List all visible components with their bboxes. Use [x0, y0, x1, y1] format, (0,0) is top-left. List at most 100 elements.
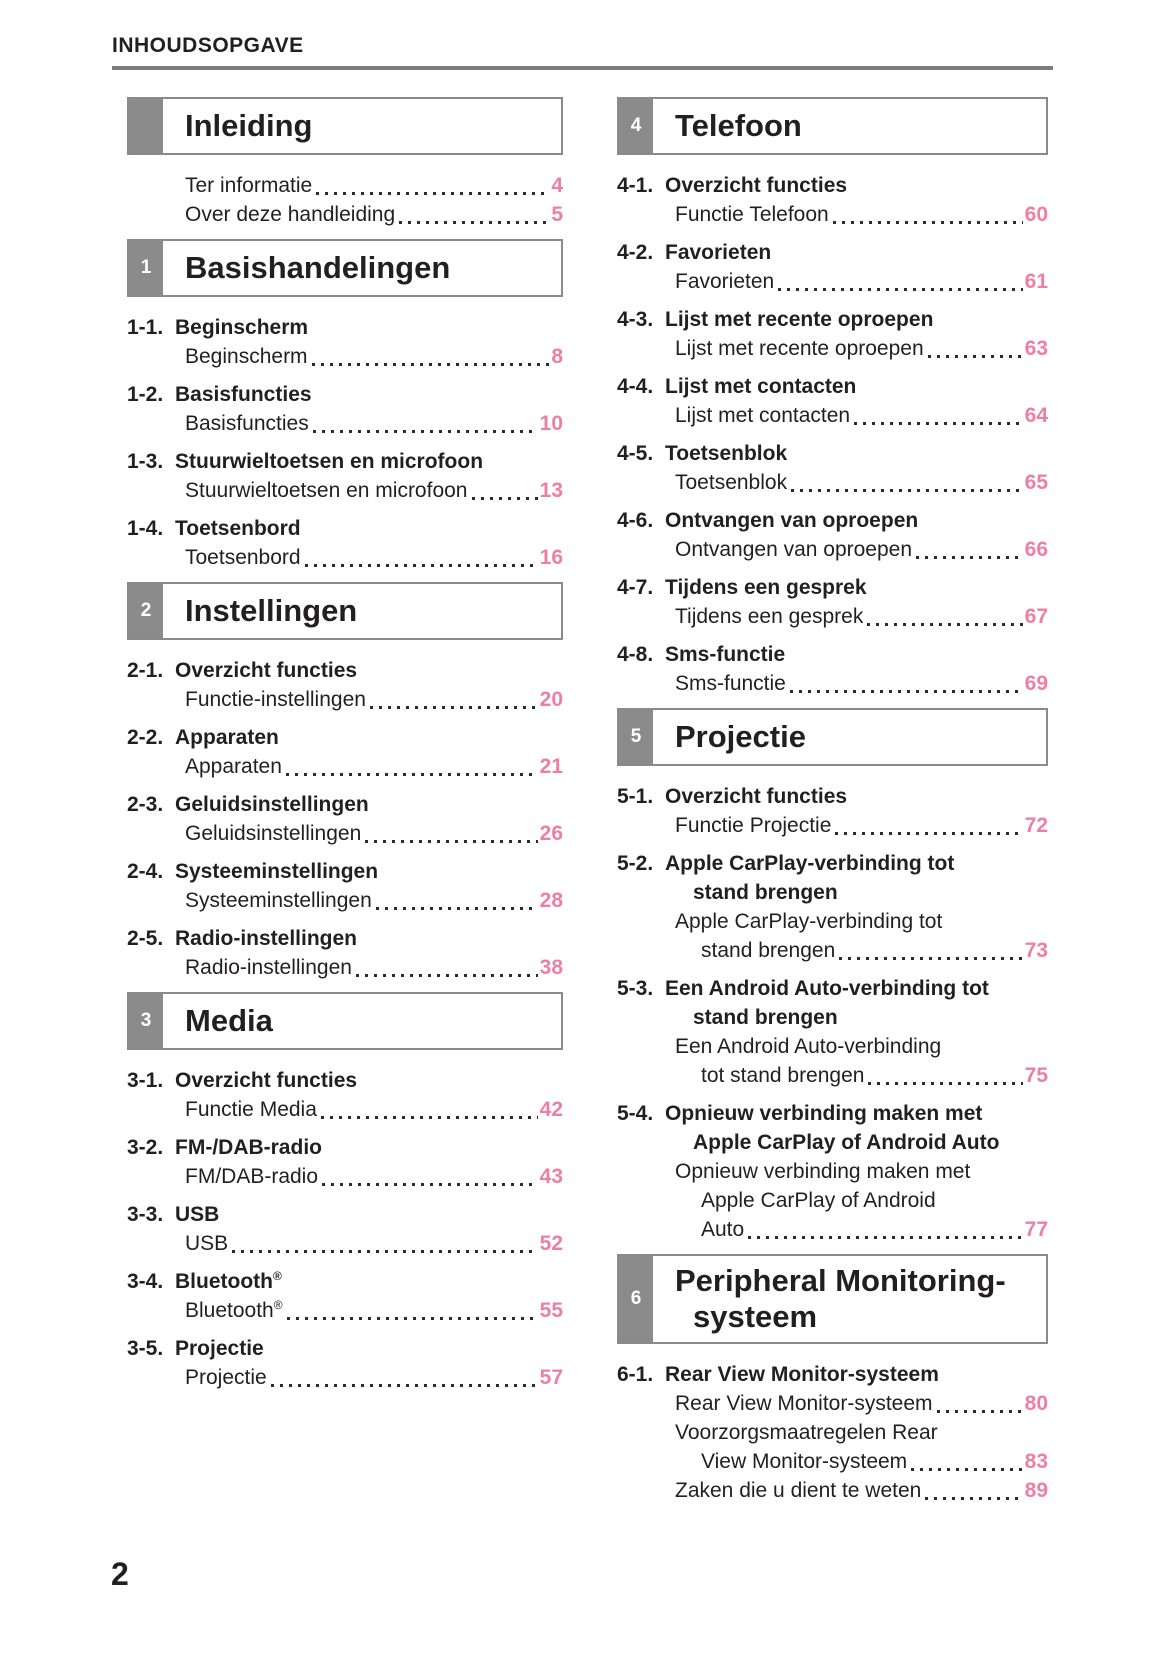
item-heading-text: Ontvangen van oproepen	[665, 509, 919, 532]
dot-leader	[286, 1317, 538, 1320]
toc-entry-line: tot stand brengen 75	[617, 1061, 1048, 1090]
section-tab-number: 6	[619, 1256, 653, 1342]
toc-entry-line: Geluidsinstellingen 26	[127, 819, 563, 848]
toc-page-number: 89	[1024, 1479, 1048, 1502]
item-heading-number: 2-1.	[127, 659, 164, 682]
item-heading-number: 1-3.	[127, 450, 164, 473]
item-heading-number: 2-2.	[127, 726, 164, 749]
item-heading: 3-3. USB	[127, 1200, 563, 1229]
item-heading-text: Bluetooth®	[175, 1269, 282, 1293]
toc-entry-text: Ter informatie	[185, 174, 313, 197]
toc-entry-text: Favorieten	[675, 270, 775, 293]
toc-item: 1-4. Toetsenbord Toetsenbord 16	[127, 514, 563, 572]
toc-entry-text: Radio-instellingen	[185, 956, 352, 979]
toc-page-number: 38	[539, 956, 563, 979]
toc-entry-line: Projectie 57	[127, 1363, 563, 1392]
toc-item: 5-4. Opnieuw verbinding maken met Apple Ca…	[617, 1099, 1048, 1244]
section-header-box: 3 Media	[127, 992, 563, 1050]
section-title: Instellingen	[163, 584, 561, 638]
toc-item: 2-2. Apparaten Apparaten 21	[127, 723, 563, 781]
item-heading: 4-8. Sms-functie	[617, 640, 1048, 669]
registered-mark: ®	[272, 1269, 282, 1283]
header-divider	[112, 66, 1053, 70]
item-heading-text: Basisfuncties	[175, 383, 312, 406]
item-heading: 2-4. Systeeminstellingen	[127, 857, 563, 886]
dot-leader	[789, 690, 1023, 693]
toc-column-left: Inleiding Ter informatie 4 Over deze handle…	[127, 97, 563, 1401]
toc-page-number: 52	[539, 1232, 563, 1255]
item-heading-text: FM-/DAB-radio	[175, 1136, 322, 1159]
toc-page-number: 10	[539, 412, 563, 435]
toc-entry-text: Basisfuncties	[185, 412, 309, 435]
item-heading: 1-2. Basisfuncties	[127, 380, 563, 409]
item-heading-number: 4-3.	[617, 308, 654, 331]
item-heading-text: Sms-functie	[665, 643, 786, 666]
dot-leader	[911, 1468, 1023, 1471]
dot-leader	[925, 1497, 1023, 1500]
section-title-line: Projectie	[675, 719, 806, 754]
toc-page-number: 4	[551, 174, 563, 197]
toc-item: 4-4. Lijst met contacten Lijst met contact…	[617, 372, 1048, 430]
toc-item: 4-2. Favorieten Favorieten 61	[617, 238, 1048, 296]
toc-page-number: 16	[539, 546, 563, 569]
dot-leader	[854, 422, 1023, 425]
toc-entry-line: Tijdens een gesprek 67	[617, 602, 1048, 631]
toc-entry-text: Toetsenblok	[675, 471, 788, 494]
toc-entry-text: Projectie	[185, 1366, 267, 1389]
item-heading-number: 1-2.	[127, 383, 164, 406]
dot-leader	[748, 1236, 1023, 1239]
item-heading-text: Overzicht functies	[665, 174, 848, 197]
toc-entry-text: Apple CarPlay-verbinding tot	[675, 910, 943, 933]
section-title-line: Inleiding	[185, 108, 313, 143]
section-header-box: 4 Telefoon	[617, 97, 1048, 155]
dot-leader	[927, 355, 1023, 358]
page-title: INHOUDSOPGAVE	[112, 34, 304, 57]
toc-entry-line: Auto 77	[617, 1215, 1048, 1244]
toc-entry-line: Zaken die u dient te weten 89	[617, 1476, 1048, 1505]
toc-entry-line: Ter informatie 4	[127, 171, 563, 200]
toc-entry-text: Lijst met contacten	[675, 404, 851, 427]
section-header-box: 2 Instellingen	[127, 582, 563, 640]
section-header-box: 5 Projectie	[617, 708, 1048, 766]
section-title: Media	[163, 994, 561, 1048]
item-heading-text: Overzicht functies	[175, 1069, 358, 1092]
toc-entry-line: Toetsenblok 65	[617, 468, 1048, 497]
dot-leader	[311, 363, 550, 366]
toc-entry-text: Een Android Auto-verbinding	[675, 1035, 942, 1058]
item-heading-number: 4-6.	[617, 509, 654, 532]
item-heading-number: 5-4.	[617, 1102, 654, 1125]
dot-leader	[365, 840, 538, 843]
toc-entry-line: Lijst met recente oproepen 63	[617, 334, 1048, 363]
toc-page-number: 77	[1024, 1218, 1048, 1241]
item-heading: 4-3. Lijst met recente oproepen	[617, 305, 1048, 334]
toc-entry-line: Apple CarPlay-verbinding tot	[617, 907, 1048, 936]
item-heading-text: Radio-instellingen	[175, 927, 358, 950]
item-heading-text: Geluidsinstellingen	[175, 793, 369, 816]
toc-page-number: 73	[1024, 939, 1048, 962]
dot-leader	[471, 497, 538, 500]
section-header-box: 6 Peripheral Monitoring-systeem	[617, 1254, 1048, 1344]
item-heading-number: 4-1.	[617, 174, 654, 197]
toc-entry-line: USB 52	[127, 1229, 563, 1258]
section-title-line: systeem	[693, 1299, 818, 1334]
toc-entry-line: Sms-functie 69	[617, 669, 1048, 698]
toc-entry-line: Basisfuncties 10	[127, 409, 563, 438]
item-heading-number: 4-4.	[617, 375, 654, 398]
item-heading-text: Apple CarPlay-verbinding tot	[665, 852, 955, 875]
toc-entry-line: Functie-instellingen 20	[127, 685, 563, 714]
toc-item: 1-2. Basisfuncties Basisfuncties 10	[127, 380, 563, 438]
toc-item: 3-1. Overzicht functies Functie Media 42	[127, 1066, 563, 1124]
item-heading-text: USB	[175, 1203, 220, 1226]
toc-entry-line: Rear View Monitor-systeem 80	[617, 1389, 1048, 1418]
item-heading-number: 3-3.	[127, 1203, 164, 1226]
toc-item: 2-3. Geluidsinstellingen Geluidsinstelling…	[127, 790, 563, 848]
section-header-box: Inleiding	[127, 97, 563, 155]
dot-leader	[270, 1384, 538, 1387]
toc-page-number: 64	[1024, 404, 1048, 427]
toc-entry-text: Functie Media	[185, 1098, 317, 1121]
item-heading-number: 3-1.	[127, 1069, 164, 1092]
toc-page-number: 63	[1024, 337, 1048, 360]
toc-page-number: 26	[539, 822, 563, 845]
toc-entry-text: View Monitor-systeem	[701, 1450, 908, 1473]
toc-entry-line: Een Android Auto-verbinding	[617, 1032, 1048, 1061]
